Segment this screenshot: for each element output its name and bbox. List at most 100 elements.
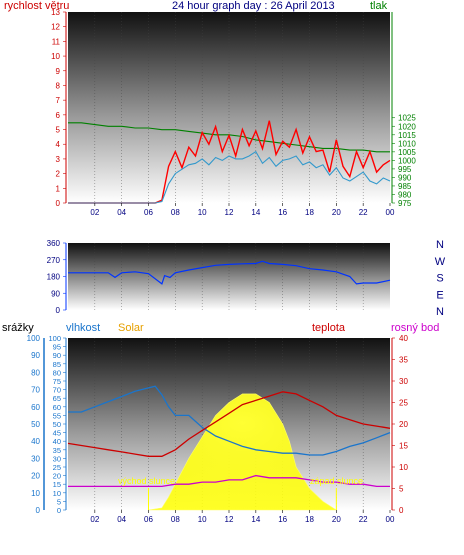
x-tick-label: 16: [278, 208, 287, 217]
compass-label: W: [435, 256, 446, 268]
wind-speed-tick-label: 4: [56, 140, 61, 149]
direction-tick-label: 90: [51, 289, 60, 298]
sunset-label: západ slunce: [310, 476, 364, 486]
x-tick-label: 20: [332, 208, 341, 217]
compass-label: N: [436, 239, 444, 251]
humidity-axis-label: vlhkost: [66, 322, 101, 334]
compass-label: S: [436, 273, 443, 285]
rain-tick-label: 30: [31, 454, 40, 463]
x-tick-label: 10: [198, 208, 207, 217]
dewpoint-axis-label: rosný bod: [391, 322, 440, 334]
wind-speed-tick-label: 10: [51, 52, 60, 61]
pressure-tick-label: 1020: [398, 122, 416, 131]
rain-tick-label: 80: [31, 368, 40, 377]
direction-tick-label: 270: [47, 256, 61, 265]
temperature-tick-label: 40: [399, 334, 408, 343]
sunrise-label: východ slunce: [118, 476, 176, 486]
humidity-tick-label: 50: [53, 420, 61, 429]
x-tick-label: 00: [386, 208, 395, 217]
humidity-tick-label: 20: [53, 472, 61, 481]
temperature-tick-label: 25: [399, 399, 408, 408]
x-tick-label: 20: [332, 515, 341, 524]
humidity-tick-label: 45: [53, 429, 61, 438]
humidity-tick-label: 60: [53, 403, 61, 412]
temperature-tick-label: 5: [399, 485, 404, 494]
humidity-tick-label: 0: [57, 506, 61, 515]
dewpoint-line: [68, 474, 390, 488]
rain-tick-label: 90: [31, 351, 40, 360]
x-tick-label: 14: [251, 208, 260, 217]
temperature-tick-label: 30: [399, 377, 408, 386]
humidity-tick-label: 5: [57, 497, 61, 506]
wind-speed-tick-label: 9: [56, 67, 61, 76]
pressure-tick-label: 995: [398, 165, 412, 174]
rain-tick-label: 50: [31, 420, 40, 429]
solar-label: Solar: [118, 322, 144, 334]
rain-tick-label: 60: [31, 403, 40, 412]
temperature-axis-label: teplota: [312, 322, 346, 334]
x-tick-label: 02: [90, 208, 99, 217]
x-tick-label: 00: [386, 515, 395, 524]
wind-speed-tick-label: 3: [56, 155, 61, 164]
temperature-tick-label: 20: [399, 420, 408, 429]
wind-speed-tick-label: 7: [56, 96, 61, 105]
temperature-tick-label: 35: [399, 356, 408, 365]
wind-speed-tick-label: 0: [56, 199, 61, 208]
wind_avg-line: [68, 150, 391, 204]
x-tick-label: 04: [117, 208, 126, 217]
wind-speed-tick-label: 2: [56, 170, 61, 179]
pressure-tick-label: 980: [398, 190, 412, 199]
pressure-tick-label: 990: [398, 173, 412, 182]
wind-speed-tick-label: 5: [56, 126, 61, 135]
pressure-tick-label: 1025: [398, 114, 416, 123]
humidity-tick-label: 65: [53, 394, 61, 403]
temperature-tick-label: 15: [399, 442, 408, 451]
wind-speed-tick-label: 6: [56, 111, 61, 120]
humidity-tick-label: 10: [53, 489, 61, 498]
chart-title: 24 hour graph day : 26 April 2013: [172, 0, 335, 12]
x-tick-label: 04: [117, 515, 126, 524]
rain-tick-label: 40: [31, 437, 40, 446]
humidity-tick-label: 85: [53, 360, 61, 369]
humidity-line: [68, 385, 391, 456]
x-tick-label: 18: [305, 208, 314, 217]
humidity-tick-label: 80: [53, 368, 61, 377]
humidity-tick-label: 35: [53, 446, 61, 455]
humidity-tick-label: 15: [53, 480, 61, 489]
wind-speed-tick-label: 11: [52, 37, 61, 46]
rain-tick-label: 10: [31, 489, 40, 498]
humidity-tick-label: 70: [53, 386, 61, 395]
x-tick-label: 10: [198, 515, 207, 524]
pressure-axis-label: tlak: [370, 0, 388, 12]
wind-speed-axis-label: rychlost větru: [4, 0, 70, 12]
temperature-humidity-panel: 0102030405060708090100051015202530354045…: [27, 334, 409, 524]
humidity-tick-label: 90: [53, 351, 61, 360]
temperature-tick-label: 0: [399, 506, 404, 515]
temperature-line: [67, 391, 391, 457]
humidity-tick-label: 95: [53, 343, 61, 352]
humidity-tick-label: 25: [53, 463, 61, 472]
humidity-tick-label: 100: [48, 334, 61, 343]
direction-tick-label: 360: [47, 239, 61, 248]
humidity-tick-label: 75: [53, 377, 61, 386]
wind-speed-tick-label: 1: [56, 184, 61, 193]
wind-speed-tick-label: 12: [51, 23, 60, 32]
direction-line: [68, 260, 391, 285]
direction-tick-label: 0: [56, 306, 61, 315]
direction-tick-label: 180: [47, 273, 61, 282]
x-tick-label: 12: [225, 208, 234, 217]
rain-tick-label: 100: [27, 334, 41, 343]
pressure-tick-label: 975: [398, 199, 412, 208]
x-tick-label: 16: [278, 515, 287, 524]
pressure-tick-label: 1015: [398, 131, 416, 140]
pressure-tick-label: 1010: [398, 139, 416, 148]
humidity-tick-label: 30: [53, 454, 61, 463]
wind-speed-tick-label: 8: [56, 81, 61, 90]
x-tick-label: 08: [171, 515, 180, 524]
pressure-tick-label: 985: [398, 182, 412, 191]
compass-label: N: [436, 306, 444, 318]
rain-axis-label: srážky: [2, 322, 34, 334]
rain-tick-label: 20: [31, 472, 40, 481]
